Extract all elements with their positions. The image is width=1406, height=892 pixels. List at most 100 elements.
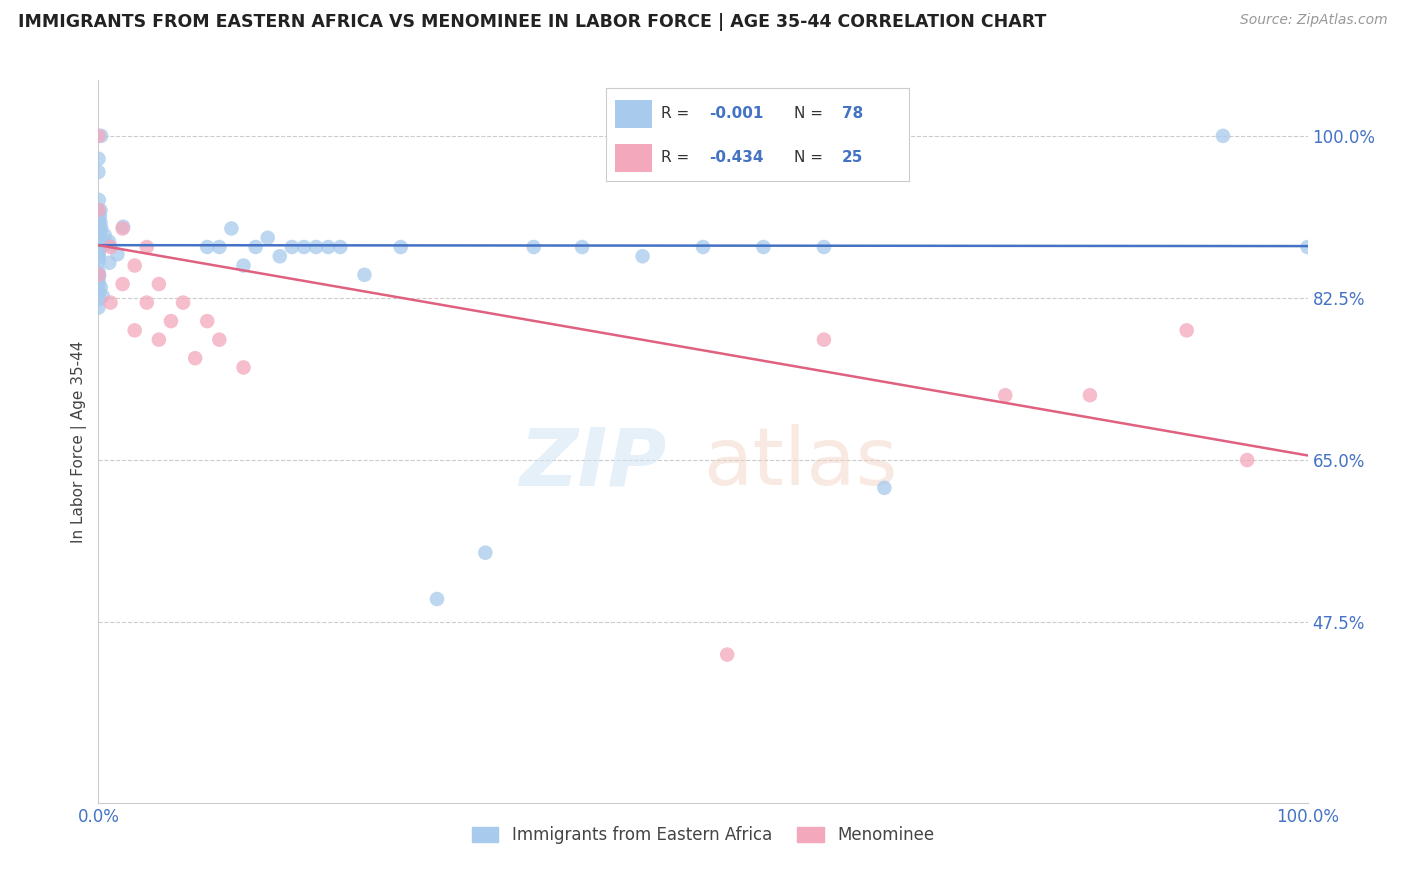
Point [813,240,835,254]
Point [208,240,231,254]
Point [256,231,278,245]
Point [112,219,135,234]
Point [87,277,110,291]
Point [523,240,546,254]
Text: atlas: atlas [703,425,897,502]
Point [87,268,110,282]
Point [97,235,120,249]
Text: IMMIGRANTS FROM EASTERN AFRICA VS MENOMINEE IN LABOR FORCE | AGE 35-44 CORRELATI: IMMIGRANTS FROM EASTERN AFRICA VS MENOMI… [18,13,1046,31]
Point [571,240,593,254]
Point [195,314,218,328]
Y-axis label: In Labor Force | Age 35-44: In Labor Force | Age 35-44 [72,341,87,542]
Point [87,223,110,237]
Point [135,240,157,254]
Point [124,323,146,337]
Point [716,648,738,662]
Point [148,277,170,291]
Point [353,268,375,282]
Text: Source: ZipAtlas.com: Source: ZipAtlas.com [1240,13,1388,28]
Point [87,202,110,217]
Point [87,218,110,232]
Point [813,333,835,347]
Point [124,259,146,273]
Point [87,270,110,285]
Point [87,165,110,179]
Point [87,268,110,283]
Point [232,360,254,375]
Point [269,249,291,263]
Point [90,235,112,249]
Point [87,152,110,166]
Point [87,212,110,227]
Point [87,229,110,244]
Point [873,481,896,495]
Point [87,227,110,242]
Point [87,238,110,252]
Point [100,240,122,254]
Point [89,285,111,299]
Legend: Immigrants from Eastern Africa, Menominee: Immigrants from Eastern Africa, Menomine… [464,818,942,852]
Point [90,280,112,294]
Point [89,239,111,253]
Point [87,248,110,262]
Point [292,240,315,254]
Point [316,240,339,254]
Point [87,193,110,207]
Point [87,275,110,289]
Point [221,221,243,235]
Point [87,223,110,237]
Point [87,222,110,236]
Point [87,265,110,279]
Point [87,301,110,315]
Point [1236,453,1258,467]
Point [87,293,110,307]
Point [1078,388,1101,402]
Point [208,333,231,347]
Point [148,333,170,347]
Text: ZIP: ZIP [519,425,666,502]
Point [89,231,111,245]
Point [87,268,110,282]
Point [87,128,110,143]
Point [90,233,112,247]
Point [89,203,111,218]
Point [111,277,134,291]
Point [100,295,122,310]
Point [87,205,110,219]
Point [184,351,207,366]
Point [91,289,114,303]
Point [245,240,267,254]
Point [107,247,129,261]
Point [474,546,496,560]
Point [195,240,218,254]
Point [87,213,110,227]
Point [87,206,110,220]
Point [87,219,110,233]
Point [752,240,775,254]
Point [98,256,121,270]
Point [305,240,328,254]
Point [87,243,110,257]
Point [1175,323,1198,337]
Point [389,240,412,254]
Point [87,254,110,268]
Point [89,209,111,223]
Point [90,128,112,143]
Point [172,295,194,310]
Point [426,592,449,607]
Point [160,314,183,328]
Point [692,240,714,254]
Point [232,259,254,273]
Point [1296,240,1319,254]
Point [87,217,110,231]
Point [329,240,352,254]
Point [90,221,112,235]
Point [89,243,111,257]
Point [94,228,117,243]
Point [87,225,110,239]
Point [1212,128,1234,143]
Point [994,388,1017,402]
Point [89,224,111,238]
Point [87,249,110,263]
Point [97,237,120,252]
